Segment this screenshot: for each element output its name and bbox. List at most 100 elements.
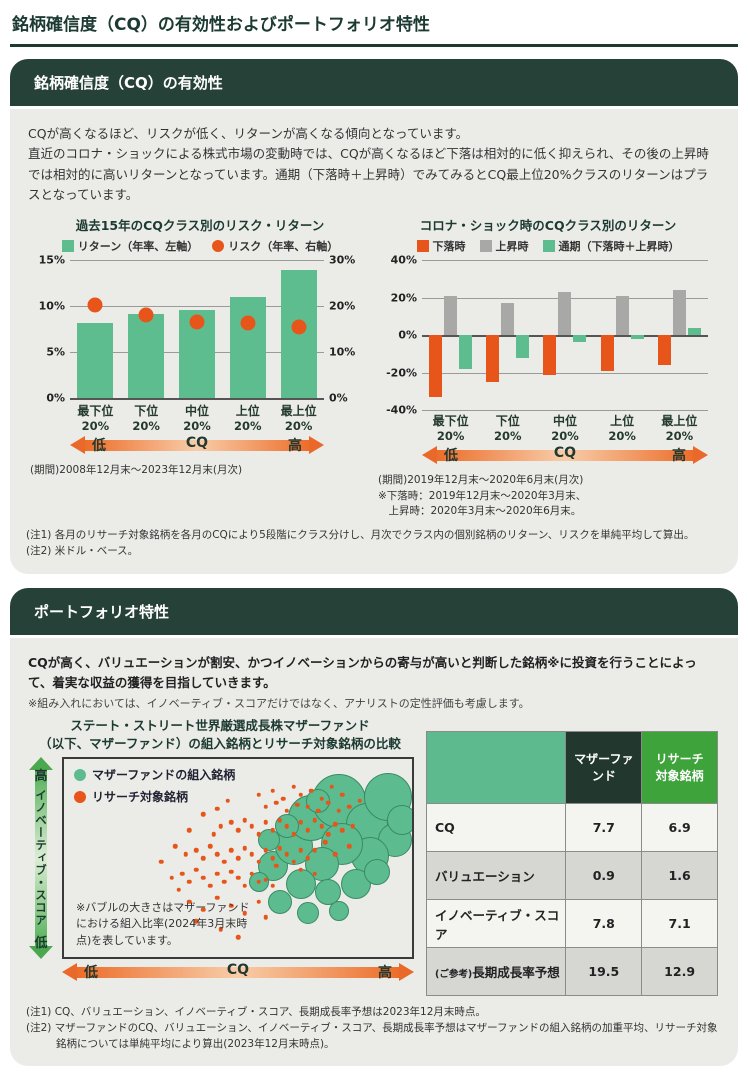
row-value: 6.9: [641, 803, 718, 853]
research-stock-dot: [270, 855, 276, 861]
y-axis-tick: 40%: [390, 253, 417, 267]
research-stock-dot: [256, 792, 262, 797]
legend-label: 上昇時: [495, 240, 529, 253]
table-row: バリュエーション 0.9 1.6: [425, 851, 718, 901]
scatter-block: ステート・ストリート世界厳選成長株マザーファンド （以下、マザーファンド）の組入…: [26, 717, 414, 996]
innov-high-label: 高: [34, 769, 48, 785]
research-stock-dot: [235, 855, 241, 861]
research-stock-dot: [242, 911, 248, 916]
fund-holding-bubble: [267, 889, 292, 914]
cq-label: CQ: [553, 445, 577, 462]
fund-holding-bubble: [296, 902, 319, 925]
category-label: 中位 20%: [551, 414, 579, 443]
risk-dot: [240, 315, 256, 331]
research-stock-dot: [256, 899, 262, 904]
return-bar: [229, 296, 266, 398]
cq-high-label: 高: [288, 438, 302, 455]
y-axis-tick: 0%: [46, 391, 65, 405]
table-row: イノベーティブ・スコア 7.8 7.1: [425, 899, 718, 949]
section2-header: ポートフォリオ特性: [10, 587, 738, 635]
legend-item: 下落時: [416, 238, 466, 254]
research-stock-dot: [214, 895, 220, 900]
research-stock-dot: [242, 883, 248, 888]
category-label: 中位 20%: [183, 404, 211, 433]
research-stock-dot: [305, 828, 310, 833]
row-value: 7.1: [641, 899, 718, 949]
scatter-title-line1: ステート・ストリート世界厳選成長株マザーファンド: [70, 718, 370, 734]
section2-notes: (注1) CQ、バリュエーション、イノベーティブ・スコア、長期成長率予想は202…: [26, 1005, 722, 1052]
research-stock-dot: [340, 792, 345, 797]
research-stock-dot: [207, 883, 213, 888]
research-stock-dot: [326, 800, 331, 805]
research-stock-dot: [193, 919, 199, 924]
legend-swatch-icon: [416, 240, 429, 252]
research-stock-dot: [169, 875, 175, 881]
research-stock-dot: [256, 879, 262, 885]
legend-item: 上昇時: [479, 238, 529, 254]
research-stock-dot: [347, 843, 352, 849]
research-stock-dot: [221, 879, 227, 885]
y-axis-tick: 15%: [38, 253, 65, 267]
chart1-x-labels: 最下位 20% 下位 20% 中位 20% 上位 20% 最上位 20%: [70, 404, 324, 433]
cq-label: CQ: [226, 962, 250, 979]
row-label: バリュエーション: [425, 851, 567, 901]
note-line: (注1) CQ、バリュエーション、イノベーティブ・スコア、長期成長率予想は202…: [26, 1006, 486, 1019]
y-axis-tick: -40%: [386, 403, 417, 417]
row-label: イノベーティブ・スコア: [425, 899, 567, 949]
series-bar: [657, 335, 671, 365]
fund-holding-bubble: [386, 805, 412, 836]
y-axis-tick: 0%: [329, 391, 348, 405]
research-stock-dot: [249, 851, 255, 857]
page-title: 銘柄確信度（CQ）の有効性およびポートフォリオ特性: [10, 8, 738, 47]
scatter-area: 高 イノベーティブ・スコア 低 マザーファンドの組入銘柄 リサーチ対象銘柄 ※バブ…: [26, 757, 414, 960]
arrow-right-icon: [693, 446, 708, 465]
research-stock-dot: [187, 899, 192, 904]
research-stock-dot: [214, 851, 220, 857]
legend-swatch-icon: [212, 240, 225, 252]
series-bar: [429, 335, 443, 397]
research-stock-dot: [211, 832, 216, 837]
fund-holding-bubble: [285, 868, 316, 899]
research-stock-dot: [315, 808, 321, 813]
research-stock-dot: [350, 824, 356, 829]
research-stock-dot: [263, 877, 269, 883]
section-cq-effectiveness: 銘柄確信度（CQ）の有効性 CQが高くなるほど、リスクが低く、リターンが高くなる…: [10, 59, 738, 574]
chart2-legend: 下落時 上昇時 通期（下落時＋上昇時）: [378, 238, 718, 254]
legend-swatch-icon: [542, 240, 555, 252]
risk-dot: [87, 297, 103, 313]
research-stock-dot: [326, 832, 331, 837]
y-axis-tick: 0%: [398, 328, 417, 342]
series-bar: [516, 335, 530, 359]
series-bar: [558, 291, 572, 335]
research-stock-dot: [319, 824, 324, 829]
chart-risk-return: 過去15年のCQクラス別のリスク・リターン リターン（年率、左軸） リスク（年率、…: [26, 215, 374, 519]
research-stock-dot: [274, 863, 279, 869]
research-stock-dot: [193, 867, 199, 873]
research-stock-dot: [284, 808, 289, 813]
return-bar: [77, 322, 114, 398]
research-stock-dot: [235, 934, 241, 940]
innov-low-label: 低: [34, 936, 48, 952]
series-bar: [459, 335, 473, 369]
legend-label: リターン（年率、左軸）: [77, 240, 199, 253]
legend-swatch-icon: [479, 240, 492, 252]
research-stock-dot: [312, 871, 317, 877]
chart2-plot: 40% 20% 0% -20% -40%: [386, 254, 708, 417]
cq-label: CQ: [185, 435, 209, 452]
row-value: 1.6: [641, 851, 718, 901]
series-bar: [615, 295, 629, 335]
research-stock-dot: [291, 832, 296, 837]
series-bar: [630, 335, 644, 339]
arrow-right-icon: [309, 436, 324, 455]
research-stock-dot: [357, 798, 363, 803]
innov-axis-label: イノベーティブ・スコア: [34, 789, 48, 927]
chart1-period: (期間)2008年12月末～2023年12月末(月次): [30, 464, 243, 477]
scatter-title: ステート・ストリート世界厳選成長株マザーファンド （以下、マザーファンド）の組入…: [26, 717, 414, 752]
category-label: 上位 20%: [608, 414, 636, 443]
row-label: (ご参考)長期成長率予想: [425, 947, 567, 997]
cq-axis-arrow: 低 CQ 高: [70, 435, 324, 456]
research-stock-dot: [193, 847, 199, 853]
research-stock-dot: [277, 818, 282, 823]
cq-high-label: 高: [378, 965, 392, 982]
